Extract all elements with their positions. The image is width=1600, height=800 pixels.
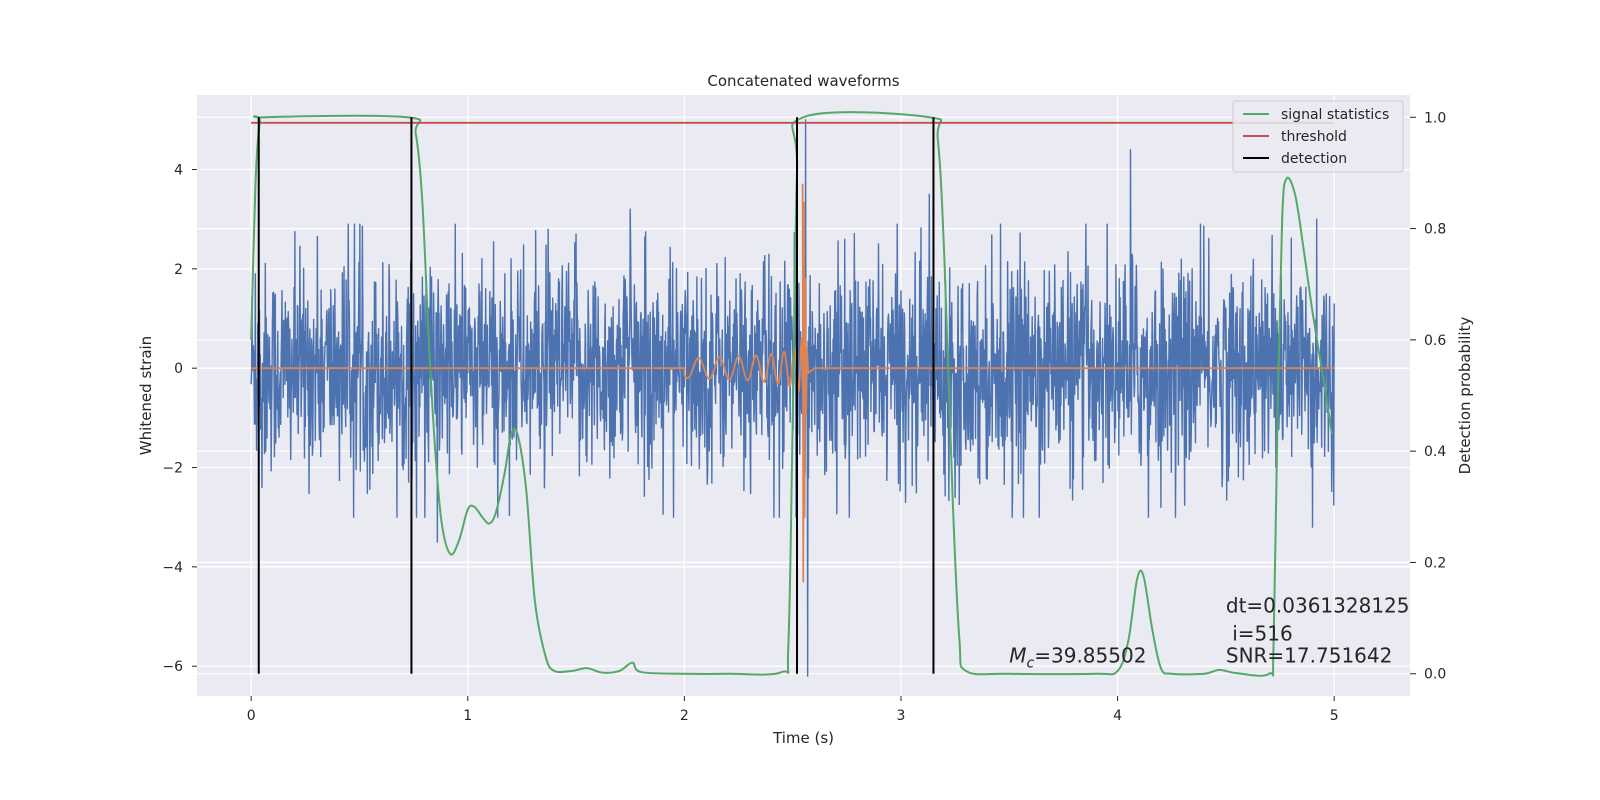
series-signal-statistics bbox=[250, 111, 1334, 677]
x-tick-label: 3 bbox=[897, 708, 906, 724]
y-tick-label: 0 bbox=[174, 361, 183, 377]
y-axis-label: Whitened strain bbox=[137, 336, 155, 455]
legend-label: threshold bbox=[1281, 129, 1347, 145]
legend-box bbox=[1232, 100, 1404, 173]
y2-tick-label: 0.8 bbox=[1424, 222, 1446, 238]
series-injected-waveform bbox=[251, 183, 1335, 583]
y2-tick-label: 1.0 bbox=[1424, 110, 1446, 126]
y2-axis-label: Detection probability bbox=[1456, 317, 1474, 475]
y2-tick-label: 0.0 bbox=[1424, 667, 1446, 683]
annotation-1: dt=0.0361328125 bbox=[1226, 594, 1410, 618]
chart-title: Concatenated waveforms bbox=[707, 72, 899, 90]
legend-label: detection bbox=[1281, 151, 1347, 167]
y-tick-label: −2 bbox=[162, 461, 183, 477]
x-tick-label: 5 bbox=[1330, 708, 1339, 724]
y-tick-label: 2 bbox=[174, 262, 183, 278]
y-tick-label: 4 bbox=[174, 163, 183, 179]
legend-label: signal statistics bbox=[1281, 107, 1389, 123]
annotation-value: =39.85502 bbox=[1034, 644, 1146, 668]
x-tick-label: 1 bbox=[463, 708, 472, 724]
y-tick-label: −6 bbox=[162, 659, 183, 675]
y-tick-label: −4 bbox=[162, 560, 183, 576]
y2-tick-label: 0.6 bbox=[1424, 333, 1446, 349]
annotation-math-subscript: c bbox=[1027, 656, 1035, 672]
annotation-3: SNR=17.751642 bbox=[1226, 644, 1392, 668]
x-tick-label: 0 bbox=[247, 708, 256, 724]
axes: 0 1 2 3 4 5 −6 −4 −2 0 2 4 0.0 0.2 0.4 0.6 0.8 1.0 bbox=[162, 110, 1446, 724]
legend: signal statistics threshold detection bbox=[1232, 100, 1404, 173]
annotation-math-symbol: M bbox=[1009, 644, 1026, 668]
annotation-2: i=516 bbox=[1226, 621, 1293, 645]
x-axis-label: Time (s) bbox=[772, 729, 834, 747]
annotation-4: Mc=39.85502 bbox=[1009, 644, 1146, 672]
y2-tick-label: 0.4 bbox=[1424, 444, 1446, 460]
plot-series bbox=[250, 111, 1335, 677]
x-tick-label: 4 bbox=[1113, 708, 1122, 724]
x-tick-label: 2 bbox=[680, 708, 689, 724]
y2-tick-label: 0.2 bbox=[1424, 555, 1446, 571]
